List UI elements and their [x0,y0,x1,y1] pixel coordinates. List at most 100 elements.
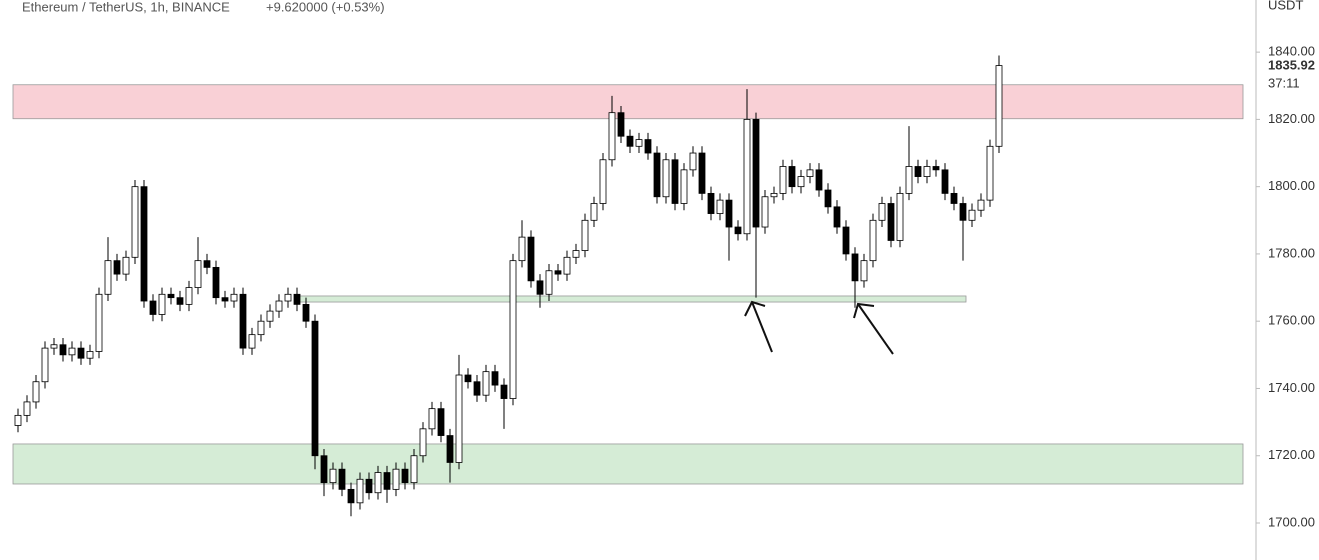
candle [896,186,904,248]
candle [14,408,22,433]
candle-body [59,344,67,356]
candles [14,55,1003,517]
candle-body [257,320,265,336]
candle [284,287,292,308]
candle-body [473,381,481,396]
candle-body [662,159,670,198]
candle-body [122,256,130,275]
candle-body [617,112,625,137]
candle [374,465,382,500]
candle-body [221,297,229,302]
candle [230,287,238,308]
candle-body [77,347,85,359]
candle [923,159,931,184]
candle [995,55,1003,154]
candle-body [527,236,535,282]
candle [113,253,121,281]
candle [968,203,976,228]
candle-body [104,260,112,295]
candle [752,112,760,298]
candle-body [266,310,274,322]
candle-body [896,192,904,241]
candle-body [725,199,733,228]
candle-body [185,287,193,305]
candle [428,401,436,436]
candle-body [887,203,895,241]
candle [248,327,256,355]
candle [401,462,409,490]
candle [275,294,283,318]
candle [797,169,805,194]
candle-body [698,152,706,194]
candle-body [977,199,985,211]
zone [12,443,1244,485]
candle-body [995,65,1003,147]
candle-body [356,478,364,504]
candle-body [923,166,931,177]
candle [878,196,886,228]
candle-body [176,297,184,305]
candle [176,290,184,312]
candle-body [491,371,499,386]
candle [383,465,391,503]
candle [824,183,832,214]
candle [527,230,535,288]
candle-body [554,270,562,275]
candle [77,341,85,365]
candle [617,105,625,143]
candle-body [446,435,454,463]
candle [491,364,499,392]
candle-body [869,219,877,262]
candle-body [41,347,49,383]
candle-body [374,472,382,494]
candle [338,462,346,497]
candle-body [50,344,58,349]
candle [266,304,274,328]
candle [329,462,337,490]
candle [122,250,130,281]
candle-body [347,488,355,504]
candle [806,163,814,184]
candle-body [680,169,688,204]
candle-body [509,260,517,399]
candle [851,247,859,308]
candle [239,287,247,355]
candle-body [563,256,571,275]
candle [698,146,706,201]
candle [680,163,688,211]
candle [212,260,220,305]
candle [221,290,229,308]
candle-body [950,192,958,204]
zone [12,84,1244,120]
candle-body [419,428,427,457]
candle-body [914,166,922,177]
candle-body [455,374,463,463]
candle [473,375,481,402]
candle-body [239,293,247,349]
candle [365,472,373,500]
candle-body [158,293,166,315]
candle [50,338,58,355]
candle [941,163,949,201]
candle-body [194,260,202,288]
candle-body [410,455,418,484]
candle-body [536,280,544,295]
candle-body [689,152,697,171]
zone [296,295,967,303]
candle-body [770,192,778,198]
candle [914,159,922,184]
candle-body [707,192,715,214]
y-tick-label: 1800.00 [1268,178,1315,193]
candle [41,341,49,389]
candle [932,159,940,177]
candle-body [833,206,841,228]
candle [644,132,652,160]
candle [347,482,355,517]
candle [671,153,679,211]
candle [104,237,112,302]
candle-body [932,166,940,171]
candle-body [824,189,832,208]
candle-body [806,169,814,177]
candle-body [95,293,103,352]
